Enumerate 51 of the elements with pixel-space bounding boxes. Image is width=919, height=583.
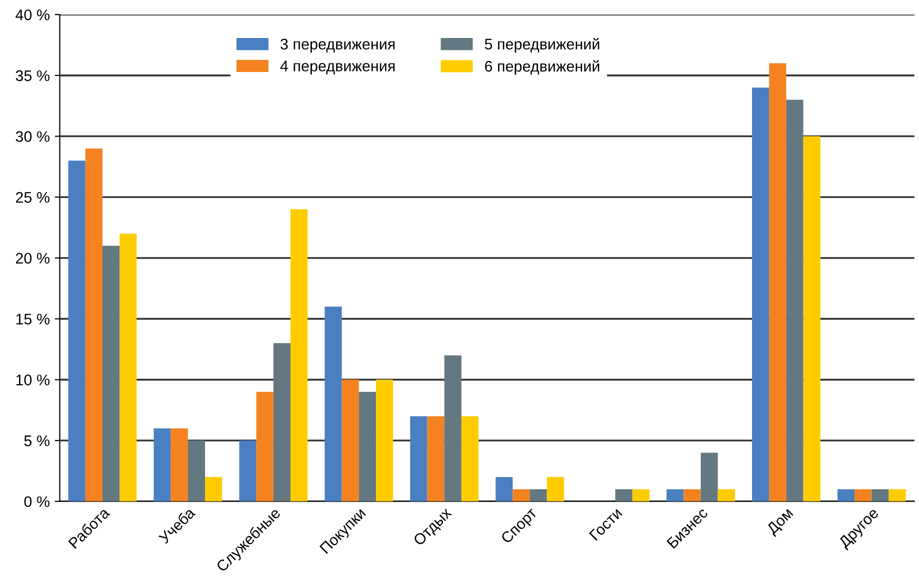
- bar: [496, 477, 513, 502]
- y-tick-label: 10 %: [16, 374, 50, 386]
- bar: [837, 489, 855, 502]
- bar: [530, 489, 547, 502]
- bar: [85, 148, 102, 502]
- bar: [888, 489, 906, 502]
- bar: [427, 416, 444, 502]
- y-tick-label: 20 %: [16, 252, 50, 264]
- bar: [752, 88, 770, 502]
- bar: [461, 416, 479, 502]
- bar: [358, 392, 376, 502]
- legend-label: 3 передвижения: [280, 38, 395, 53]
- bar: [120, 234, 137, 502]
- bar: [256, 392, 274, 502]
- bar: [273, 343, 290, 502]
- bar: [342, 380, 359, 502]
- bar: [718, 489, 735, 502]
- y-tick-label: 5 %: [24, 435, 50, 446]
- bar: [444, 355, 462, 502]
- bar: [684, 489, 701, 502]
- bar: [512, 489, 530, 502]
- bar: [188, 440, 206, 502]
- bar: [872, 489, 889, 502]
- y-tick-label: 40 %: [16, 9, 50, 20]
- bar: [239, 440, 256, 502]
- y-tick-label: 25 %: [16, 192, 50, 203]
- y-tick-label: 35 %: [16, 70, 50, 82]
- bar: [205, 477, 222, 502]
- y-tick-label: 0 %: [24, 496, 50, 508]
- bar: [154, 428, 171, 502]
- legend-label: 6 передвижений: [485, 60, 600, 75]
- bar: [786, 100, 804, 502]
- bar: [666, 489, 684, 502]
- bar: [290, 209, 308, 502]
- bar: [170, 428, 188, 502]
- bar: [410, 416, 428, 502]
- legend-label: 5 передвижений: [484, 38, 600, 53]
- bar: [376, 380, 394, 502]
- y-tick-label: 30 %: [16, 131, 50, 142]
- bar: [324, 306, 342, 502]
- bar: [854, 489, 872, 502]
- bar: [803, 136, 820, 502]
- y-tick-label: 15 %: [16, 314, 50, 325]
- bar: [615, 489, 632, 502]
- bar: [68, 160, 86, 502]
- bar: [632, 489, 650, 502]
- bar: [769, 63, 786, 502]
- bar: [546, 477, 564, 502]
- legend-label: 4 передвижения: [280, 60, 395, 74]
- bar: [102, 246, 120, 502]
- bar: [700, 452, 718, 502]
